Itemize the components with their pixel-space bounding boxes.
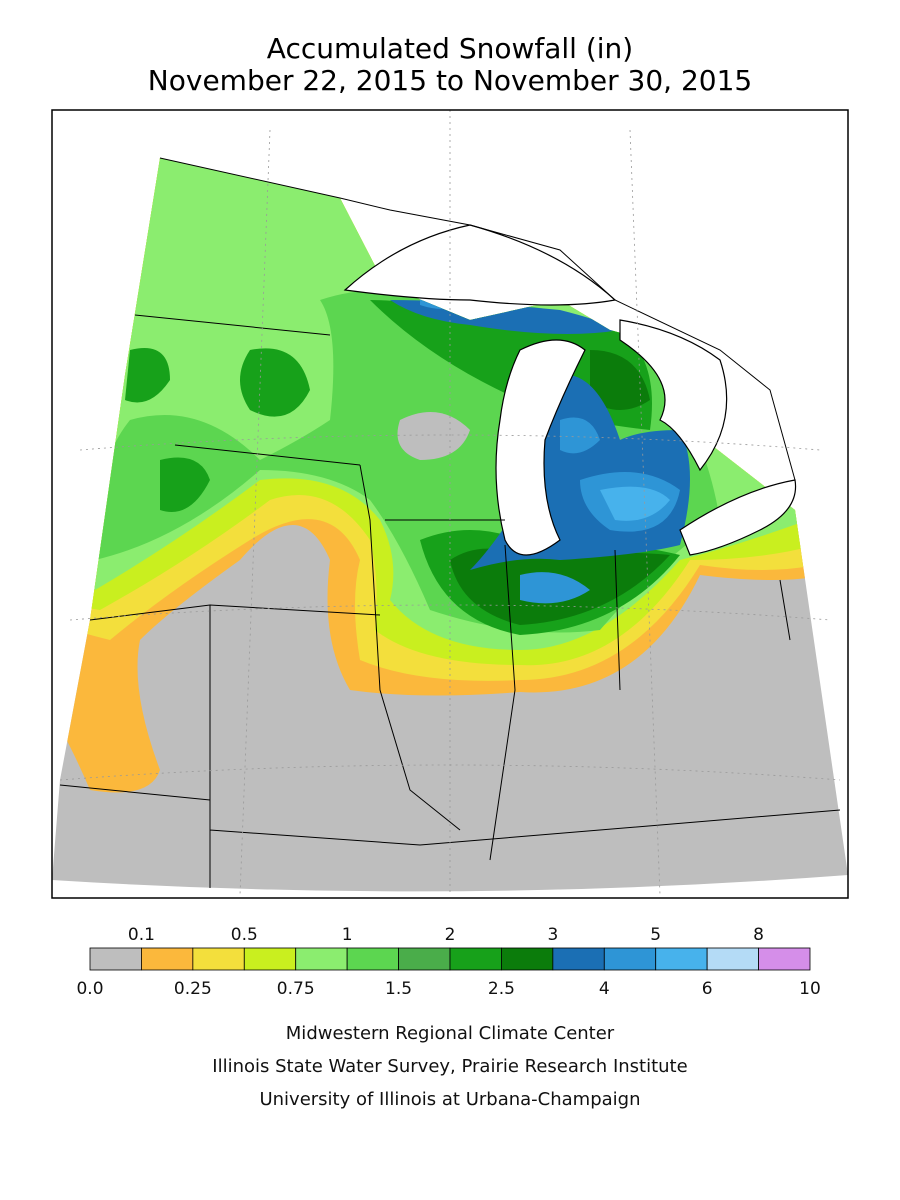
legend-label: 4 [599,979,610,999]
legend-label: 10 [799,979,821,999]
credit: Midwestern Regional Climate Center [286,1023,615,1044]
lakes [343,224,797,556]
legend-label: 0.25 [174,979,212,999]
borders [59,157,841,888]
legend-label: 2 [445,925,456,945]
title: Accumulated Snowfall (in) [267,32,633,65]
area-mid-blue [420,291,680,604]
border-canada [159,157,796,481]
legend-label: 8 [753,925,764,945]
legend-label: 0.5 [231,925,258,945]
map-frame [51,109,849,899]
legend-bin [346,947,399,971]
legend-bin [706,947,759,971]
legend-bin [141,947,194,971]
subtitle: November 22, 2015 to November 30, 2015 [148,64,752,97]
legend-label: 1 [342,925,353,945]
legend-bin [449,947,502,971]
legend-bin [758,947,811,971]
legend-label: 0.75 [277,979,315,999]
lake-erie [679,479,797,556]
legend-bin [398,947,451,971]
credit: Illinois State Water Survey, Prairie Res… [212,1056,687,1077]
legend-label: 2.5 [488,979,515,999]
legend-bin [295,947,348,971]
lake-michigan [495,339,586,556]
legend-bin [89,947,142,971]
legend-bin [192,947,245,971]
legend-label: 5 [650,925,661,945]
legend-bin [552,947,605,971]
lake-huron [619,319,728,472]
legend-label: 0.1 [128,925,155,945]
legend-label: 0.0 [76,979,103,999]
area-none-wi [397,412,470,460]
credit: University of Illinois at Urbana-Champai… [259,1089,640,1110]
legend-bin [501,947,554,971]
legend-label: 6 [702,979,713,999]
legend-label: 1.5 [385,979,412,999]
legend-bin [243,947,297,971]
legend-bin [603,947,657,971]
graticule [59,110,841,896]
legend-label: 3 [547,925,558,945]
legend: 0.0 0.1 0.25 0.5 0.75 1 1.5 2 2.5 3 4 5 6 8 10 [76,925,820,999]
state-lines [59,314,841,888]
legend-bin [655,947,708,971]
area-light-blue [600,486,670,521]
